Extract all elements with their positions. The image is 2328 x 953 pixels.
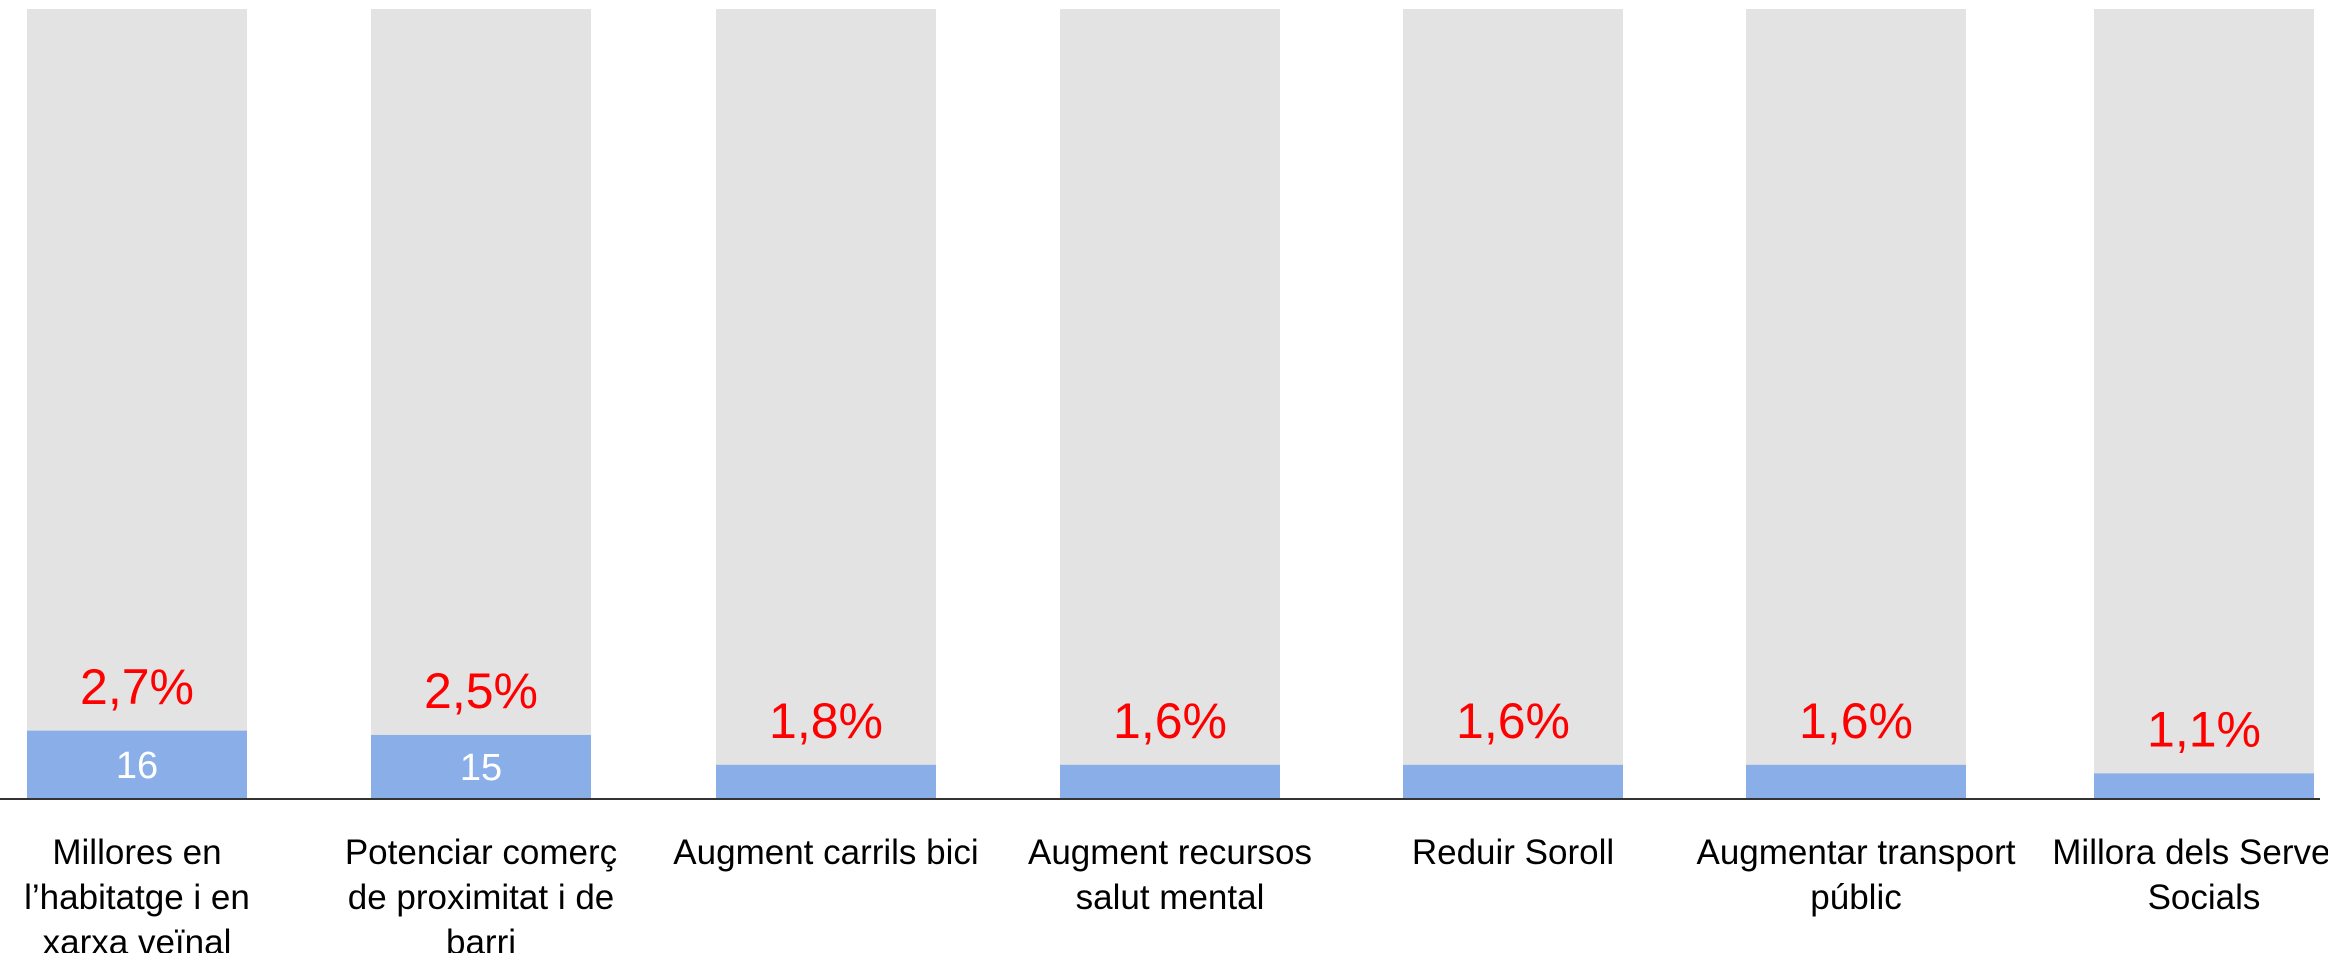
percentage-label: 1,1%: [2147, 702, 2261, 758]
percentage-label: 1,6%: [1113, 693, 1227, 749]
x-tick-label: Millores en l’habitatge i en xarxa veïna…: [24, 833, 250, 953]
bar: [1060, 764, 1280, 799]
bar: [1403, 764, 1623, 799]
x-tick-label: Reduir Soroll: [1411, 833, 1615, 872]
value-label: 16: [116, 745, 158, 787]
x-tick-label: Augment carrils bici: [673, 833, 979, 872]
bar-track: [27, 9, 247, 799]
x-tick-label: Augment recursos salut mental: [1027, 833, 1313, 917]
x-tick-label: Millora dels Serveis Socials: [2052, 833, 2328, 917]
percentage-label: 1,8%: [769, 693, 883, 749]
bar: [716, 764, 936, 799]
bar-track: [1746, 9, 1966, 799]
percentage-label: 2,7%: [80, 659, 194, 715]
bar-track: [2094, 9, 2314, 799]
bar: [371, 734, 591, 799]
value-label: 15: [460, 747, 502, 789]
bar: [1746, 764, 1966, 799]
x-tick-label: Augmentar transport públic: [1696, 833, 2016, 917]
percentage-label: 1,6%: [1456, 693, 1570, 749]
bar-track: [1060, 9, 1280, 799]
percentage-label: 2,5%: [424, 663, 538, 719]
bar-track: [371, 9, 591, 799]
bar: [2094, 773, 2314, 799]
bar: [27, 730, 247, 799]
percentage-label: 1,6%: [1799, 693, 1913, 749]
bar-track: [1403, 9, 1623, 799]
x-tick-label: Potenciar comerç de proximitat i de barr…: [344, 833, 618, 953]
bar-track: [716, 9, 936, 799]
